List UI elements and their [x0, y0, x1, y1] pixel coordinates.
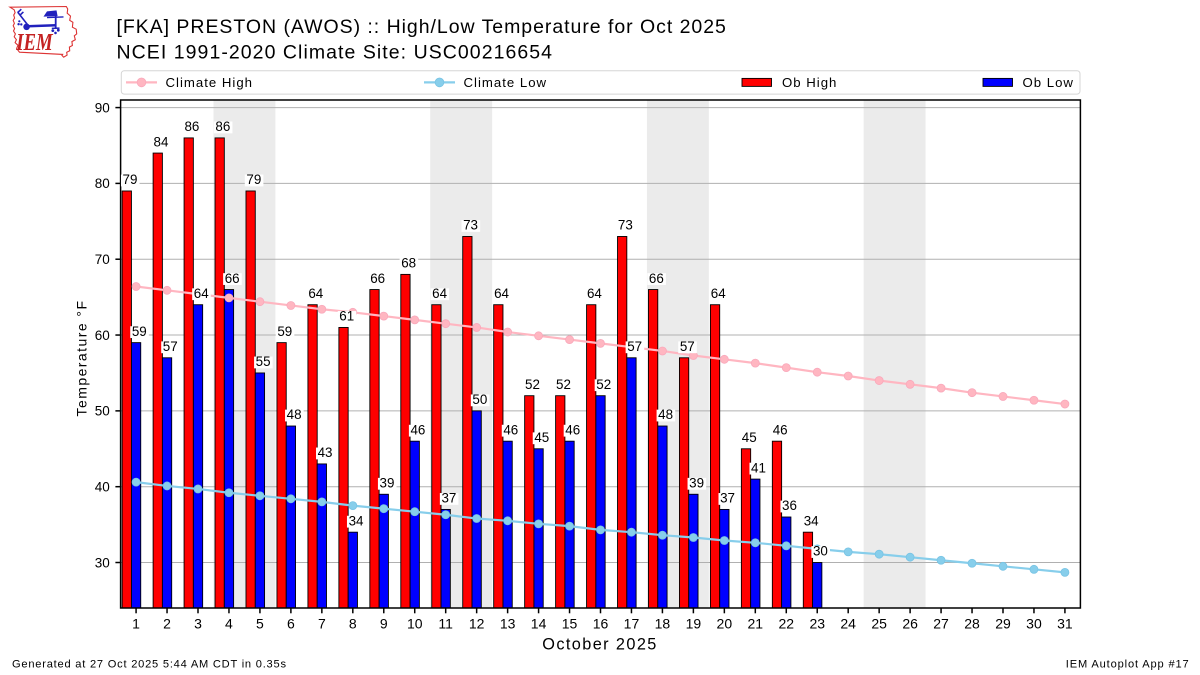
svg-text:60: 60 — [95, 328, 110, 343]
svg-text:41: 41 — [751, 460, 766, 475]
svg-text:6: 6 — [287, 615, 295, 631]
svg-text:15: 15 — [562, 615, 578, 631]
svg-text:2: 2 — [163, 615, 171, 631]
svg-text:84: 84 — [154, 134, 169, 149]
svg-text:61: 61 — [339, 309, 354, 324]
svg-text:NCEI 1991-2020 Climate Site: U: NCEI 1991-2020 Climate Site: USC00216654 — [117, 42, 554, 64]
svg-text:64: 64 — [308, 286, 323, 301]
svg-text:46: 46 — [410, 422, 425, 437]
svg-text:57: 57 — [163, 339, 178, 354]
svg-text:7: 7 — [318, 615, 326, 631]
svg-text:64: 64 — [587, 286, 602, 301]
svg-text:36: 36 — [782, 498, 797, 513]
svg-text:57: 57 — [627, 339, 642, 354]
svg-text:34: 34 — [804, 513, 819, 528]
svg-text:Temperature °F: Temperature °F — [74, 300, 90, 417]
svg-text:IEM Autoplot App #17: IEM Autoplot App #17 — [1066, 659, 1190, 671]
svg-text:52: 52 — [596, 377, 611, 392]
svg-text:10: 10 — [407, 615, 423, 631]
svg-text:86: 86 — [184, 119, 199, 134]
svg-text:18: 18 — [655, 615, 671, 631]
svg-text:39: 39 — [380, 475, 395, 490]
svg-text:52: 52 — [556, 377, 571, 392]
svg-text:66: 66 — [225, 271, 240, 286]
svg-text:30: 30 — [1026, 615, 1042, 631]
svg-text:37: 37 — [441, 491, 456, 506]
svg-text:16: 16 — [593, 615, 609, 631]
svg-text:34: 34 — [349, 513, 364, 528]
svg-text:45: 45 — [534, 430, 549, 445]
svg-text:73: 73 — [463, 218, 478, 233]
svg-text:46: 46 — [565, 422, 580, 437]
svg-text:9: 9 — [380, 615, 388, 631]
svg-text:79: 79 — [123, 172, 138, 187]
svg-text:3: 3 — [194, 615, 202, 631]
svg-text:Climate Low: Climate Low — [464, 75, 548, 90]
svg-text:Ob Low: Ob Low — [1023, 75, 1074, 90]
svg-text:Generated at 27 Oct 2025 5:44: Generated at 27 Oct 2025 5:44 AM CDT in … — [12, 659, 287, 671]
svg-text:31: 31 — [1057, 615, 1073, 631]
svg-text:8: 8 — [349, 615, 357, 631]
svg-text:IEM: IEM — [15, 30, 54, 56]
svg-text:Climate High: Climate High — [166, 75, 254, 90]
svg-text:Ob High: Ob High — [782, 75, 837, 90]
svg-text:October 2025: October 2025 — [542, 635, 657, 653]
svg-text:12: 12 — [469, 615, 485, 631]
svg-text:[FKA] PRESTON (AWOS) :: High/L: [FKA] PRESTON (AWOS) :: High/Low Tempera… — [117, 16, 727, 38]
svg-text:40: 40 — [95, 479, 110, 494]
svg-text:90: 90 — [95, 100, 110, 115]
svg-text:52: 52 — [525, 377, 540, 392]
svg-text:11: 11 — [438, 615, 453, 631]
svg-text:26: 26 — [902, 615, 918, 631]
svg-text:43: 43 — [318, 445, 333, 460]
svg-text:4: 4 — [225, 615, 233, 631]
svg-text:24: 24 — [840, 615, 856, 631]
svg-text:57: 57 — [680, 339, 695, 354]
svg-text:46: 46 — [773, 422, 788, 437]
svg-text:59: 59 — [132, 324, 147, 339]
svg-text:80: 80 — [95, 176, 110, 191]
svg-text:25: 25 — [871, 615, 887, 631]
svg-text:19: 19 — [686, 615, 702, 631]
svg-text:64: 64 — [194, 286, 209, 301]
svg-text:86: 86 — [215, 119, 230, 134]
svg-text:14: 14 — [531, 615, 547, 631]
svg-text:13: 13 — [500, 615, 516, 631]
svg-text:20: 20 — [717, 615, 733, 631]
svg-text:59: 59 — [277, 324, 292, 339]
svg-text:29: 29 — [995, 615, 1011, 631]
svg-text:73: 73 — [618, 218, 633, 233]
svg-text:30: 30 — [95, 555, 110, 570]
svg-text:39: 39 — [689, 475, 704, 490]
svg-text:27: 27 — [933, 615, 949, 631]
svg-text:5: 5 — [256, 615, 264, 631]
svg-text:46: 46 — [503, 422, 518, 437]
svg-text:45: 45 — [742, 430, 757, 445]
svg-text:21: 21 — [748, 615, 764, 631]
svg-text:64: 64 — [494, 286, 509, 301]
svg-text:66: 66 — [649, 271, 664, 286]
svg-text:23: 23 — [809, 615, 825, 631]
svg-text:55: 55 — [256, 354, 271, 369]
svg-text:1: 1 — [132, 615, 140, 631]
svg-text:70: 70 — [95, 252, 110, 267]
svg-text:66: 66 — [370, 271, 385, 286]
svg-text:64: 64 — [432, 286, 447, 301]
svg-text:64: 64 — [711, 286, 726, 301]
svg-text:30: 30 — [813, 544, 828, 559]
svg-text:37: 37 — [720, 491, 735, 506]
svg-text:79: 79 — [246, 172, 261, 187]
svg-text:17: 17 — [624, 615, 640, 631]
svg-text:68: 68 — [401, 256, 416, 271]
svg-text:48: 48 — [658, 407, 673, 422]
svg-text:50: 50 — [95, 404, 110, 419]
svg-text:48: 48 — [287, 407, 302, 422]
svg-text:28: 28 — [964, 615, 980, 631]
svg-text:50: 50 — [472, 392, 487, 407]
svg-text:22: 22 — [778, 615, 794, 631]
